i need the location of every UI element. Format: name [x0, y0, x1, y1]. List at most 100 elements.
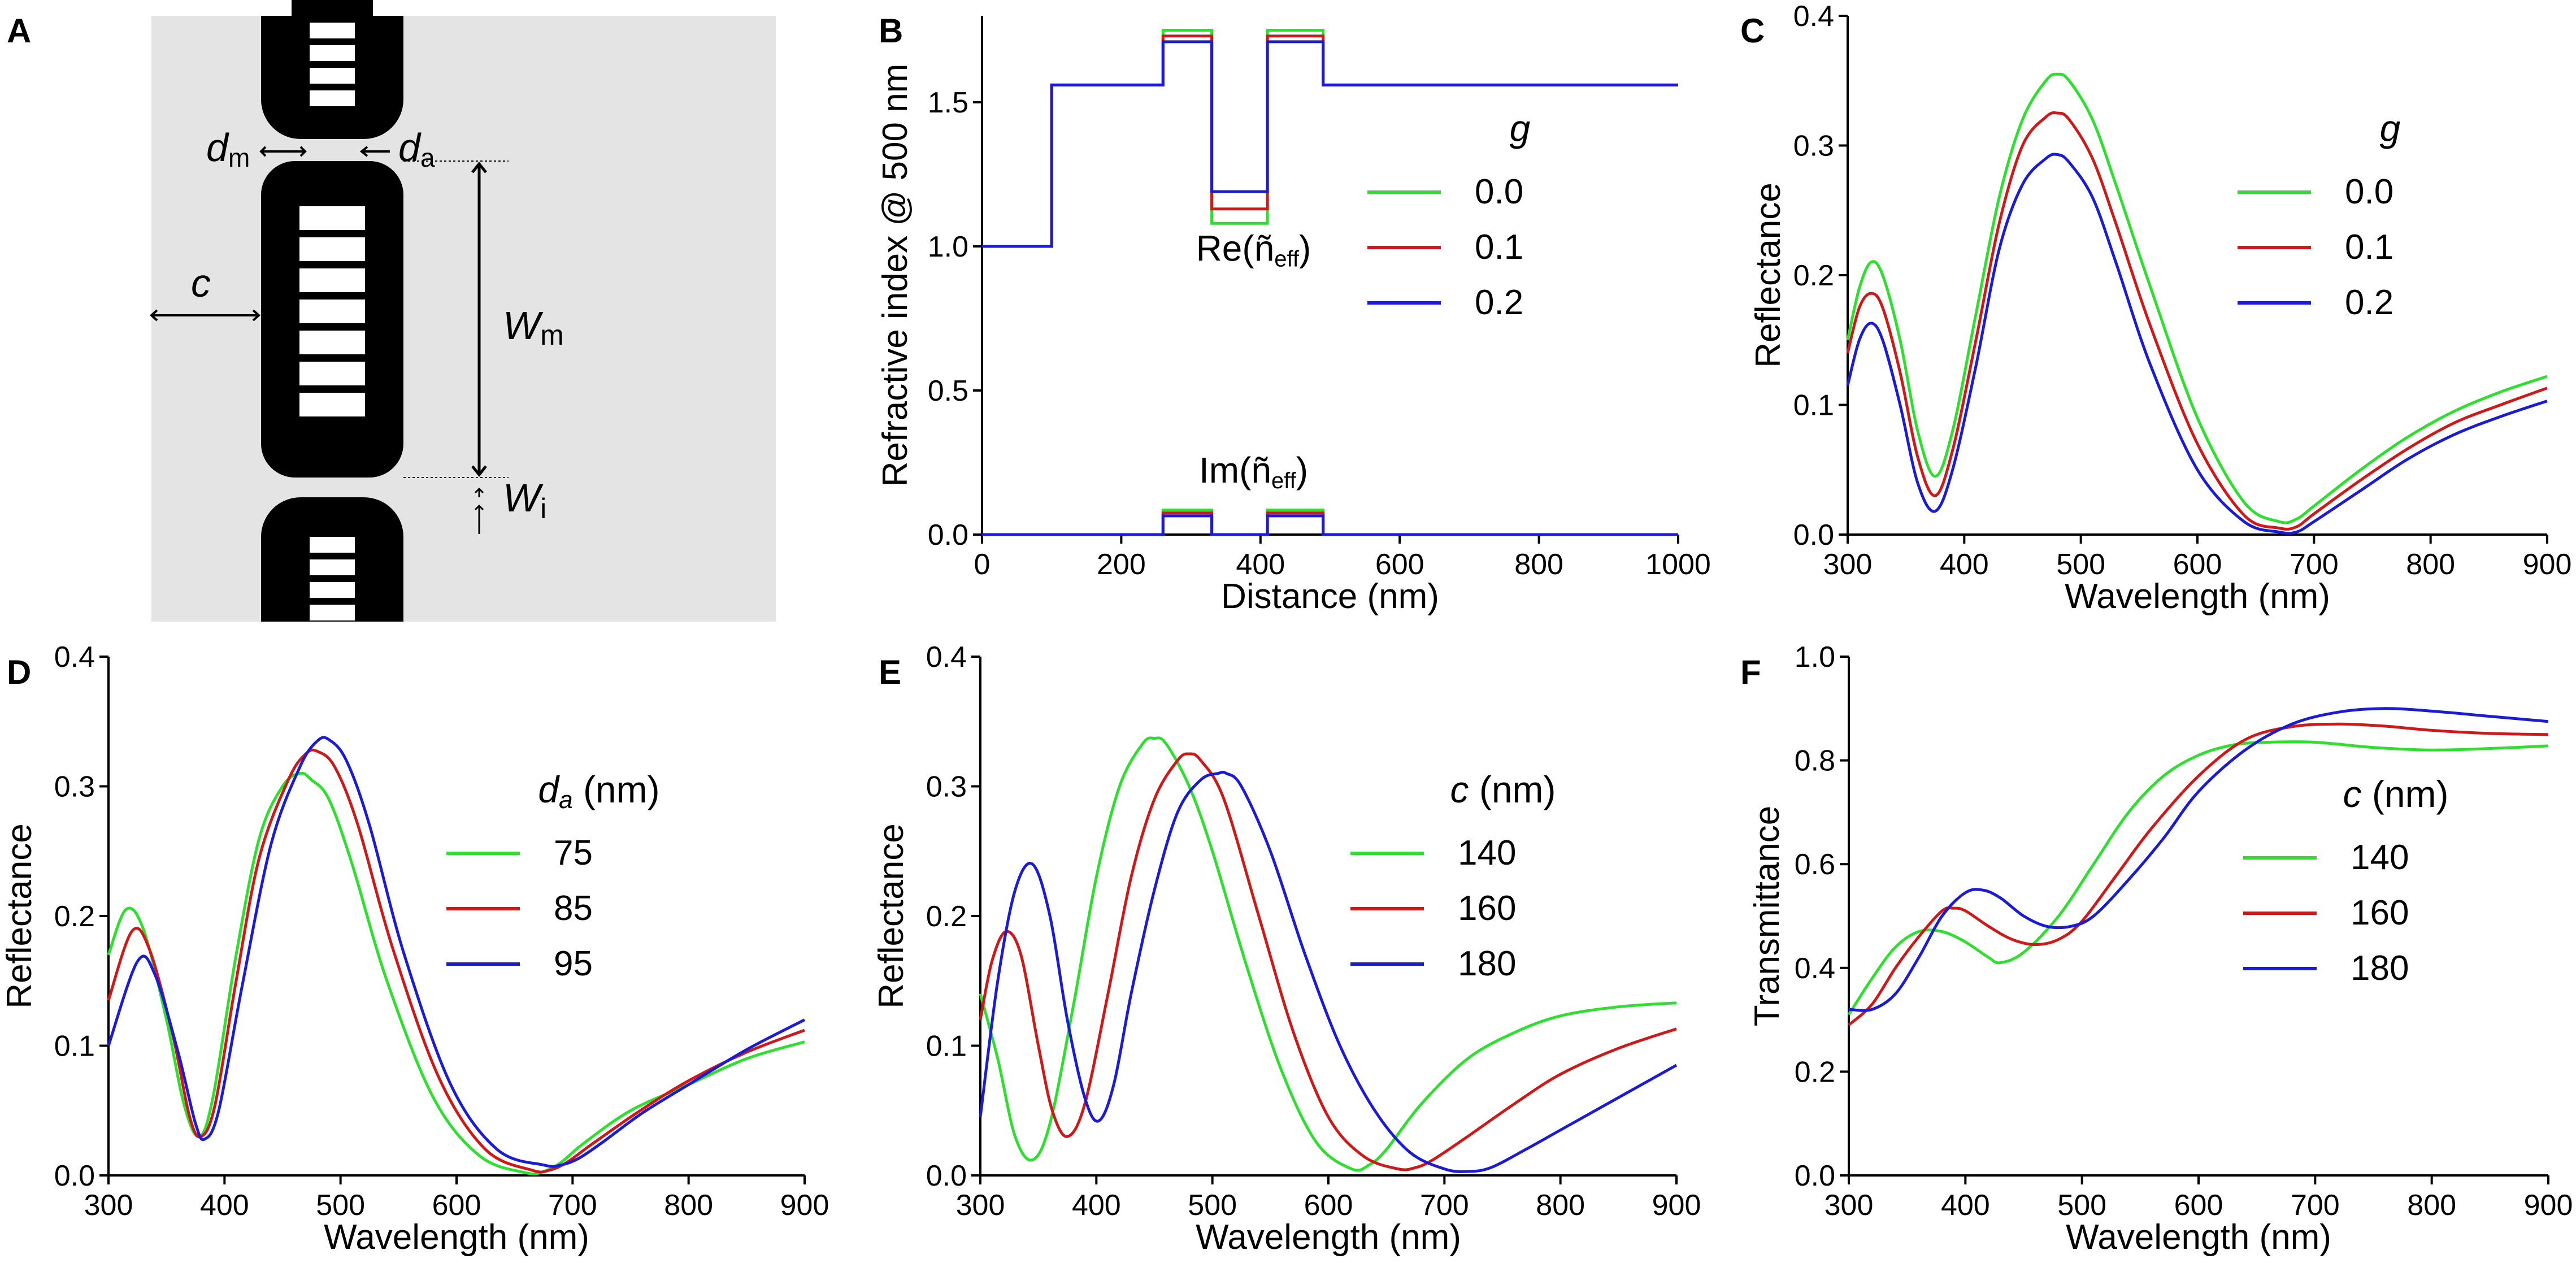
panel-f-transmittance-chart: F 300 400 500 600 700 800 900 0.0 0.2 0.4 0.6 0.8 1.0…	[1740, 641, 2573, 1257]
legend-title: c (nm)	[1450, 769, 1556, 810]
x-tick-label: 0	[974, 548, 991, 581]
x-tick-label: 300	[84, 1189, 133, 1222]
c-annotation	[150, 309, 260, 322]
legend-label: 0.0	[1475, 172, 1523, 211]
x-tick-label: 300	[1825, 1189, 1874, 1222]
panel-b-refractive-index-chart: B 0 200 400 600 800 1000 0.0 0.5 1.0 1.5 Distance (…	[876, 12, 1711, 616]
x-tick-label: 900	[1652, 1189, 1701, 1222]
x-axis-title: Wavelength (nm)	[2065, 577, 2330, 616]
panel-label-f: F	[1740, 653, 1761, 691]
series-line-180	[979, 770, 1678, 1173]
y-tick-label: 0.6	[1795, 848, 1835, 881]
series-line-im-g0-1	[982, 511, 1678, 536]
x-tick-label: 200	[1097, 548, 1146, 581]
y-axis-title: Refractive index @ 500 nm	[876, 64, 915, 487]
series-line-180	[1848, 707, 2549, 1012]
series-line-95	[107, 736, 806, 1168]
x-tick-label: 900	[2524, 1189, 2573, 1222]
series-line-im-g0-0	[982, 509, 1678, 536]
x-tick-label: 300	[1823, 548, 1873, 581]
y-tick-label: 0.3	[926, 771, 967, 804]
legend-label: 160	[1458, 889, 1516, 928]
x-tick-label: 500	[316, 1189, 365, 1222]
series-line-0-1	[1846, 111, 2548, 531]
legend-label: 85	[554, 889, 593, 928]
x-tick-label: 700	[2290, 548, 2339, 581]
x-tick-label: 500	[2057, 1189, 2106, 1222]
legend-title: g	[1510, 107, 1531, 149]
y-tick-label: 0.0	[928, 519, 968, 552]
x-tick-label: 800	[2406, 548, 2455, 581]
x-tick-label: 700	[2291, 1189, 2340, 1222]
x-tick-label: 400	[200, 1189, 249, 1222]
y-tick-label: 0.1	[926, 1030, 967, 1063]
y-tick-label: 0.2	[1793, 259, 1834, 292]
wm-annotation	[403, 160, 509, 534]
x-tick-label: 700	[1420, 1189, 1469, 1222]
panel-label-a: A	[7, 12, 31, 50]
y-tick-label: 0.8	[1795, 745, 1835, 778]
series-line-160	[979, 752, 1677, 1171]
annotation-im-neff: Im(ñeff)	[1199, 450, 1308, 493]
series-line-re-g0-2	[982, 40, 1678, 248]
series-line-im-g0-2	[982, 514, 1678, 536]
panel-a-schematic: A	[7, 0, 776, 622]
y-axis-title: Reflectance	[1749, 183, 1788, 367]
panel-e-reflectance-chart: E 300 400 500 600 700 800 900 0.0 0.1 0.2 0.3 0.4 Wav…	[872, 641, 1701, 1257]
y-tick-label: 0.2	[54, 900, 95, 933]
y-axis-title: Transmittance	[1748, 806, 1787, 1027]
legend-label: 95	[554, 944, 593, 983]
dm-da-annotation	[259, 146, 390, 157]
y-tick-label: 0.0	[926, 1160, 967, 1192]
legend-title: da (nm)	[538, 769, 659, 814]
da-label: da	[398, 125, 435, 172]
series-line-re-g0-1	[982, 34, 1678, 248]
series-line-140	[979, 736, 1677, 1172]
y-tick-label: 0.1	[54, 1030, 95, 1063]
x-axis-title: Distance (nm)	[1221, 577, 1439, 616]
y-tick-label: 0.4	[54, 641, 95, 674]
y-tick-label: 0.2	[926, 900, 967, 933]
legend-label: 180	[1458, 944, 1516, 983]
legend-label: 140	[2351, 838, 2409, 877]
x-tick-label: 600	[1304, 1189, 1353, 1222]
schematic-background	[151, 16, 776, 622]
series-line-re-g0-0	[982, 29, 1678, 248]
legend-label: 0.0	[2345, 172, 2393, 211]
bottom-metal-block	[261, 497, 403, 622]
x-tick-label: 800	[1536, 1189, 1585, 1222]
legend-label: 75	[554, 834, 593, 873]
x-tick-label: 600	[1375, 548, 1424, 581]
y-axis-title: Reflectance	[0, 823, 39, 1008]
y-tick-label: 0.0	[1795, 1160, 1835, 1192]
y-tick-label: 0.1	[1793, 389, 1834, 422]
x-tick-label: 800	[664, 1189, 713, 1222]
y-tick-label: 0.4	[926, 641, 967, 674]
x-tick-label: 400	[1940, 548, 1989, 581]
series-line-0-0	[1846, 72, 2548, 524]
series-line-0-2	[1846, 153, 2548, 535]
series-line-160	[1848, 722, 2549, 1026]
legend-title: c (nm)	[2343, 773, 2449, 815]
x-tick-label: 600	[2174, 1189, 2223, 1222]
y-tick-label: 1.5	[928, 86, 968, 119]
legend-title: g	[2380, 107, 2401, 149]
series-line-85	[107, 748, 805, 1174]
panel-label-e: E	[879, 653, 901, 691]
wm-label: Wm	[503, 303, 564, 351]
x-tick-label: 400	[1072, 1189, 1121, 1222]
y-tick-label: 0.0	[1793, 519, 1834, 552]
panel-label-d: D	[7, 653, 31, 691]
y-tick-label: 0.4	[1793, 0, 1834, 33]
x-tick-label: 800	[2407, 1189, 2456, 1222]
legend-label: 180	[2351, 949, 2409, 988]
series-line-75	[107, 771, 805, 1176]
x-tick-label: 400	[1236, 548, 1285, 581]
y-tick-label: 0.5	[928, 375, 968, 407]
legend-label: 0.2	[1475, 283, 1523, 322]
panel-c-reflectance-chart: C 300 400 500 600 700 800 900 0.0 0.1 0.2 0.3 0.4 Wav…	[1740, 0, 2571, 616]
panel-d-reflectance-chart: D 300 400 500 600 700 800 900 0.0 0.1 0.2 0.3 0.4 Wav…	[0, 641, 829, 1257]
panel-label-c: C	[1740, 12, 1765, 50]
x-axis-title: Wavelength (nm)	[2066, 1218, 2331, 1257]
